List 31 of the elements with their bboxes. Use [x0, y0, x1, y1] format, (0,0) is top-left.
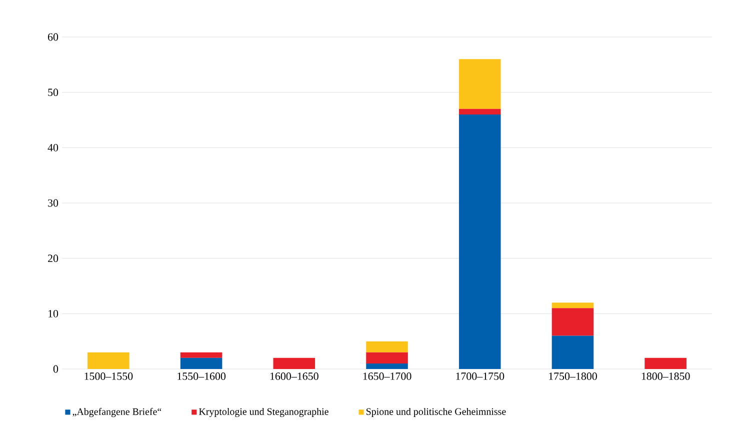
bar: [366, 341, 408, 352]
y-tick-label: 20: [48, 254, 58, 262]
bar: [366, 352, 408, 364]
bar: [180, 358, 222, 369]
bar: [552, 302, 594, 308]
y-tick-label: 50: [48, 88, 58, 96]
bar: [644, 358, 686, 369]
x-tick-label: 1600–1650: [270, 372, 318, 380]
legend-label: Kryptologie und Steganographie: [198, 408, 328, 418]
bar: [366, 363, 408, 369]
legend-label: Spione und politische Geheimnisse: [366, 408, 506, 417]
bar: [552, 308, 594, 336]
y-tick-label: 10: [48, 310, 58, 318]
x-tick-label: 1700–1750: [456, 372, 504, 380]
y-tick-label: 30: [48, 199, 58, 207]
x-tick-label: 1650–1700: [363, 372, 412, 380]
legend-label: „Abgefangene Briefe“: [72, 408, 162, 418]
bar: [552, 336, 594, 369]
bar: [458, 114, 501, 369]
x-tick-label: 1500–1550: [84, 372, 133, 380]
bar: [180, 352, 222, 358]
x-tick-label: 1800–1850: [642, 372, 690, 380]
bar: [458, 59, 501, 109]
y-tick-label: 40: [48, 144, 58, 152]
y-tick-label: 60: [48, 33, 58, 41]
y-tick-label: 0: [53, 365, 58, 373]
bar: [458, 108, 501, 114]
x-tick-label: 1550–1600: [178, 372, 226, 380]
bar: [273, 358, 316, 369]
bar: [88, 352, 130, 369]
x-tick-label: 1750–1800: [549, 372, 597, 380]
